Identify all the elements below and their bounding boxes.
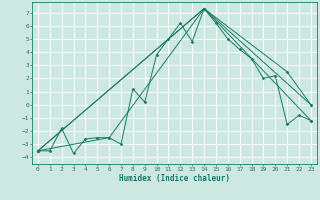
X-axis label: Humidex (Indice chaleur): Humidex (Indice chaleur) — [119, 174, 230, 183]
